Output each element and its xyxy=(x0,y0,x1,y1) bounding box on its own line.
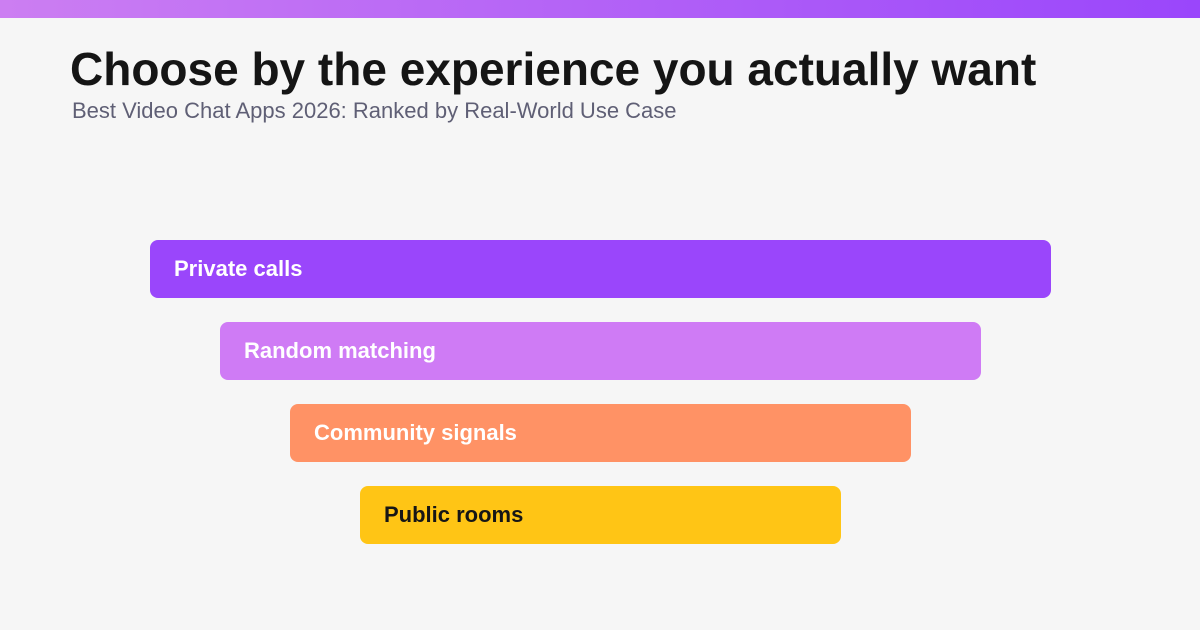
page-title: Choose by the experience you actually wa… xyxy=(70,43,1037,95)
funnel-level-private-calls: Private calls xyxy=(150,240,1051,298)
funnel-level-label: Private calls xyxy=(174,256,303,281)
funnel-level-label: Community signals xyxy=(314,420,517,445)
top-accent-bar xyxy=(0,0,1200,18)
funnel-level-public-rooms: Public rooms xyxy=(360,486,841,544)
page-subtitle: Best Video Chat Apps 2026: Ranked by Rea… xyxy=(72,98,677,123)
funnel-level-label: Public rooms xyxy=(384,502,524,527)
funnel-level-label: Random matching xyxy=(244,338,436,363)
funnel-level-community-signals: Community signals xyxy=(290,404,911,462)
funnel-level-random-matching: Random matching xyxy=(220,322,981,380)
